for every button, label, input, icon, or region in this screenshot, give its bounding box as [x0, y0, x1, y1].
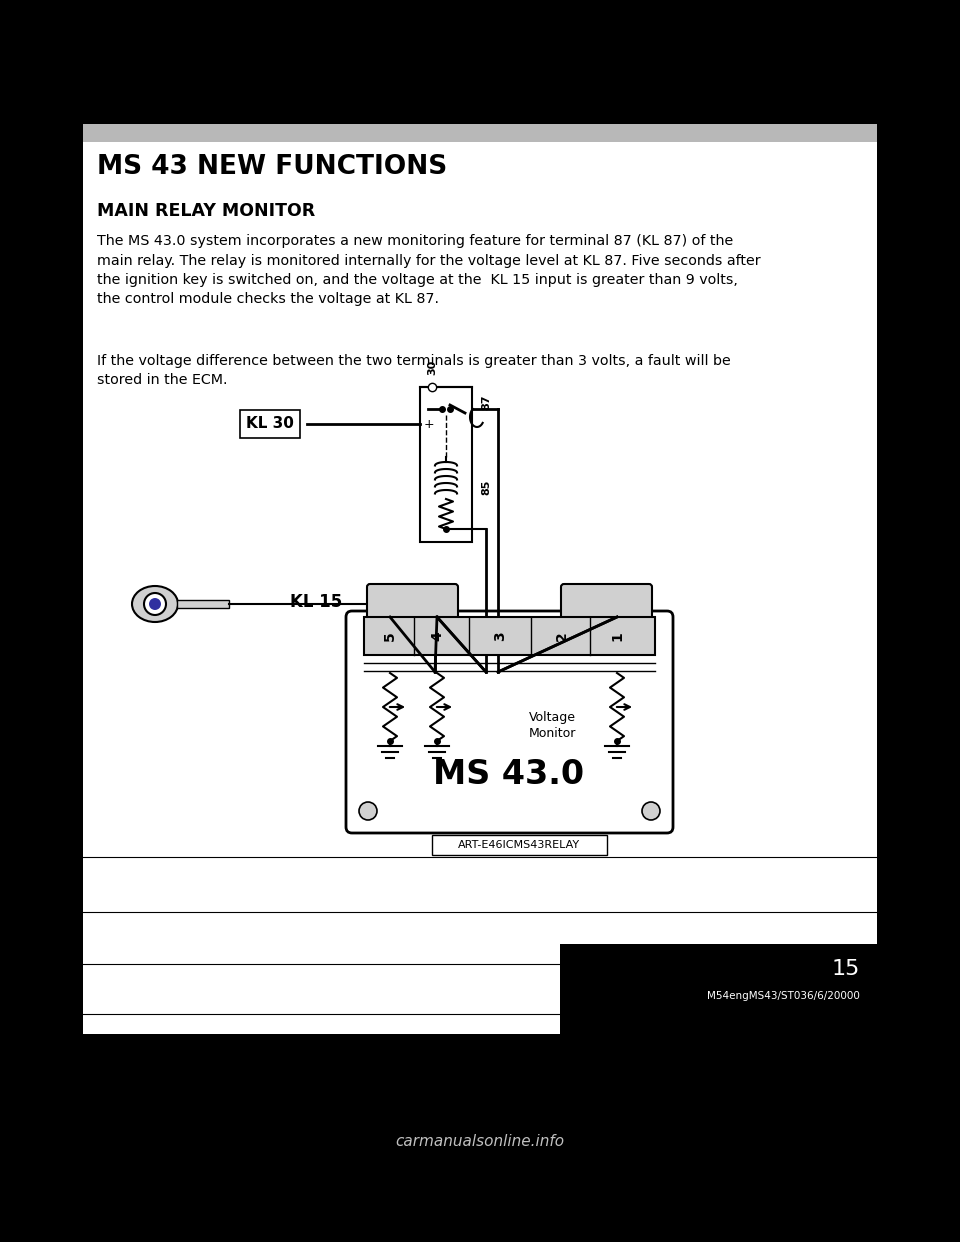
- Circle shape: [359, 802, 377, 820]
- Ellipse shape: [132, 586, 178, 622]
- Bar: [420, 388, 472, 542]
- Text: MS 43 NEW FUNCTIONS: MS 43 NEW FUNCTIONS: [97, 154, 447, 180]
- Text: 30: 30: [427, 360, 437, 375]
- FancyBboxPatch shape: [561, 584, 652, 622]
- Bar: [364, 617, 655, 655]
- Text: +: +: [424, 417, 435, 431]
- Circle shape: [149, 597, 161, 610]
- FancyBboxPatch shape: [346, 611, 673, 833]
- Bar: [83, 124, 877, 1035]
- Bar: [432, 835, 607, 854]
- Text: ART-E46ICMS43RELAY: ART-E46ICMS43RELAY: [458, 840, 580, 850]
- Text: MAIN RELAY MONITOR: MAIN RELAY MONITOR: [97, 202, 315, 220]
- Text: carmanualsonline.info: carmanualsonline.info: [396, 1134, 564, 1150]
- Text: 3: 3: [493, 631, 507, 641]
- Text: 4: 4: [430, 631, 444, 641]
- Text: 85: 85: [481, 479, 491, 494]
- Bar: [177, 600, 229, 609]
- Text: 15: 15: [831, 959, 860, 979]
- Circle shape: [144, 592, 166, 615]
- Text: If the voltage difference between the two terminals is greater than 3 volts, a f: If the voltage difference between the tw…: [97, 354, 731, 388]
- Text: 5: 5: [383, 631, 397, 641]
- Text: KL 15: KL 15: [290, 592, 343, 611]
- Text: 87: 87: [481, 394, 491, 410]
- Bar: [83, 124, 877, 142]
- Text: The MS 43.0 system incorporates a new monitoring feature for terminal 87 (KL 87): The MS 43.0 system incorporates a new mo…: [97, 233, 760, 307]
- Bar: [560, 944, 877, 1035]
- Text: 2: 2: [555, 631, 569, 641]
- Bar: [83, 944, 877, 1035]
- Text: KL 30: KL 30: [246, 416, 294, 431]
- Circle shape: [642, 802, 660, 820]
- FancyBboxPatch shape: [367, 584, 458, 622]
- Text: Voltage
Monitor: Voltage Monitor: [528, 710, 576, 740]
- Text: M54engMS43/ST036/6/20000: M54engMS43/ST036/6/20000: [708, 991, 860, 1001]
- Text: MS 43.0: MS 43.0: [433, 759, 585, 791]
- Text: 1: 1: [610, 631, 624, 641]
